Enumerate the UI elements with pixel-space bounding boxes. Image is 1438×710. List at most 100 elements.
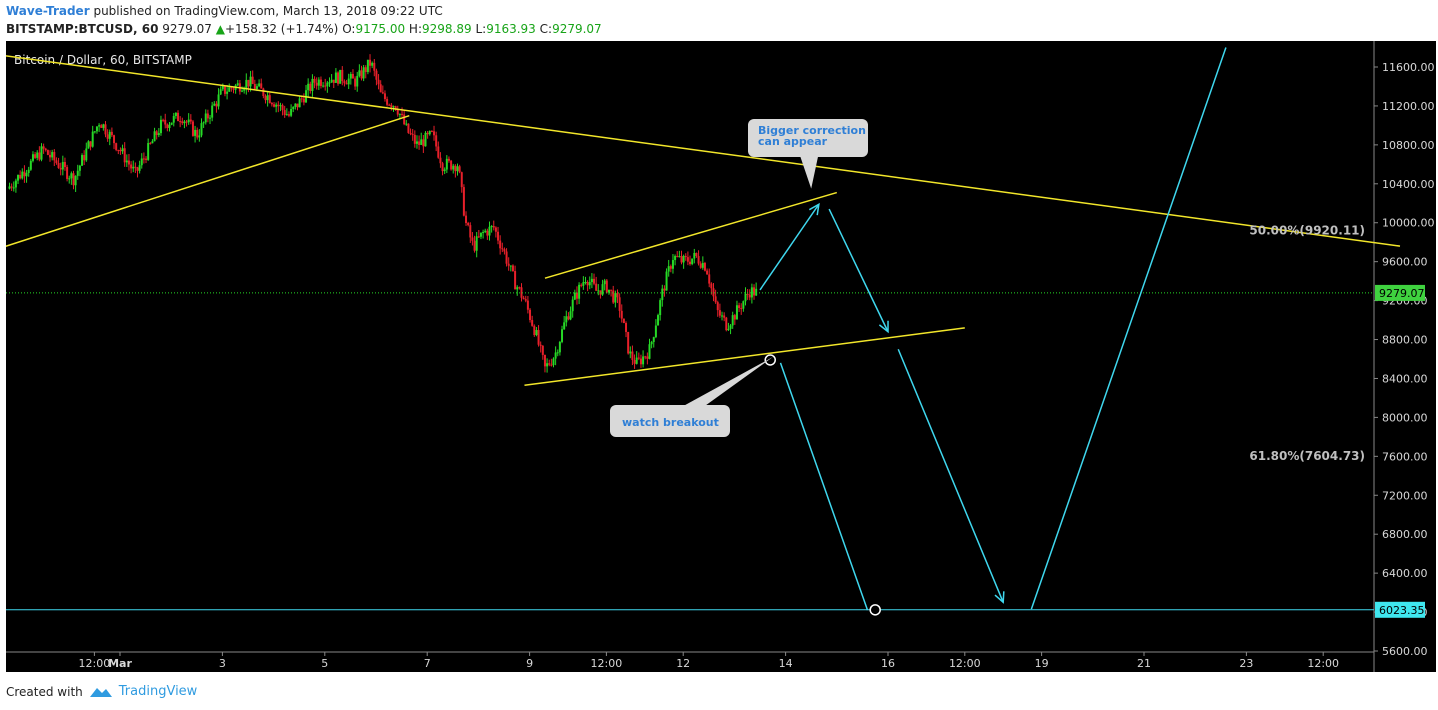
candle-body [57,162,60,168]
candle-body [718,310,721,316]
candle-body [115,143,118,150]
candle-body [552,358,555,366]
candle-body [569,311,572,320]
candle-body [236,83,239,86]
candle-body [381,92,384,94]
candle-body [539,344,542,346]
candle-body [189,119,192,122]
candle-body [755,288,758,296]
candle-body [277,104,280,107]
candle-body [125,160,128,163]
chart-area[interactable]: Bitcoin / Dollar, 60, BITSTAMP Bigger co… [6,41,1436,672]
candle-body [93,131,96,133]
candle-body [633,359,636,364]
candle-body [695,252,698,256]
candle-body [731,315,734,326]
candle-body [708,274,711,284]
publish-line: Wave-Trader published on TradingView.com… [6,4,443,18]
change-text: +158.32 (+1.74%) [224,22,339,36]
candle-body [460,172,463,188]
candle-body [563,322,566,330]
candle-body [49,154,52,158]
candle-body [100,125,103,128]
arrow-head-icon [878,320,889,334]
tradingview-logo-icon[interactable] [89,685,113,699]
candle-body [443,169,446,172]
candle-body [123,148,126,163]
candle-body [362,67,365,79]
up-arrow-icon: ▲ [215,22,225,36]
tradingview-link[interactable]: TradingView [118,684,198,699]
candle-body [275,104,278,107]
candle-body [145,158,148,160]
candle-body [546,363,549,367]
candle-body [637,357,640,359]
candle-body [454,165,457,172]
candle-body [25,172,28,177]
candle-body [219,89,222,95]
candle-body [245,79,248,89]
candle-body [703,262,706,271]
candle-body [251,76,254,84]
candle-body [488,226,491,236]
candle-body [686,257,689,262]
candle-body [10,186,13,188]
candle-body [63,162,66,168]
y-tick-label: 10800.00 [1382,139,1435,152]
y-tick-label: 6400.00 [1382,567,1428,580]
candle-body [61,162,64,170]
projection-arrow-shaft [759,203,820,291]
candle-body [661,288,664,301]
candle-body [426,132,429,135]
candle-body [87,141,90,149]
published-text: published on TradingView.com, March 13, … [93,4,443,18]
candle-body [420,139,423,145]
price-axis[interactable] [1374,41,1436,672]
callout-text: watch breakout [622,416,719,429]
candle-body [215,103,218,107]
candle-body [415,141,418,144]
y-tick-label: 11600.00 [1382,61,1435,74]
candle-body [484,230,487,232]
candle-body [255,86,258,90]
y-tick-label: 10400.00 [1382,178,1435,191]
candle-body [147,143,150,160]
candle-body [102,124,105,128]
candle-body [441,163,444,172]
candle-body [34,154,37,158]
candle-body [279,105,282,107]
candle-body [516,287,519,290]
candle-body [110,131,113,136]
candle-body [716,302,719,311]
candle-body [53,152,56,161]
candle-body [155,131,158,136]
candle-body [401,113,404,115]
candle-body [639,358,642,365]
y-tick-label: 8800.00 [1382,334,1428,347]
candle-body [541,345,544,355]
candle-body [684,255,687,258]
candle-body [710,283,713,289]
candle-body [430,131,433,133]
x-tick-label: 7 [424,657,431,670]
high-value: 9298.89 [422,22,472,36]
candle-body [595,283,598,291]
x-tick-label: 5 [321,657,328,670]
candle-body [744,293,747,302]
price-chart[interactable]: Bitcoin / Dollar, 60, BITSTAMP Bigger co… [6,41,1436,672]
x-tick-label: 12 [676,657,690,670]
close-value: 9279.07 [552,22,602,36]
candle-body [42,146,45,149]
candle-body [379,84,382,93]
candle-body [91,131,94,147]
candle-body [475,236,478,251]
candle-body [588,282,591,286]
candle-body [354,78,357,87]
plot-background [6,41,1436,672]
candle-body [625,323,628,332]
candle-body [213,103,216,106]
author-link[interactable]: Wave-Trader [6,4,90,18]
candle-body [315,82,318,86]
candle-body [181,121,184,124]
candle-body [593,278,596,284]
